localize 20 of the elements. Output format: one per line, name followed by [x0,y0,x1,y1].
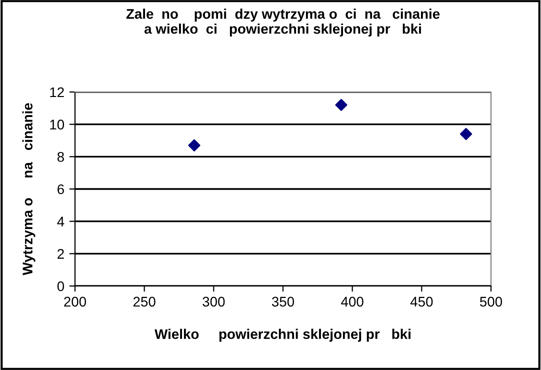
y-tick-label: 6 [58,184,64,194]
chart-title: Zale no pomi dzy wytrzyma o ci na cinanie a wielko ci powierzchni sklejonej pr bki [126,8,440,37]
y-tick-label: 10 [50,120,64,130]
point [460,128,472,140]
y-tick-label: 0 [57,281,64,292]
y-tick-label: 2 [58,249,64,259]
x-tick-label: 400 [341,296,364,307]
x-axis-title: Wielko powierzchni sklejonej pr bki [154,328,410,342]
x-tick-label: 200 [64,296,86,307]
x-tick-label: 350 [272,296,294,307]
point [188,139,200,152]
y-tick-label: 12 [50,87,64,98]
y-axis-title: Wytrzyma o na cinanie [22,103,36,276]
x-tick-label: 450 [410,296,433,307]
y-tick-label: 4 [57,216,64,226]
x-tick-label: 500 [480,296,502,307]
y-tick-label: 8 [57,152,64,162]
x-tick-label: 250 [133,296,156,307]
point [335,98,348,112]
x-tick-label: 300 [202,296,225,307]
